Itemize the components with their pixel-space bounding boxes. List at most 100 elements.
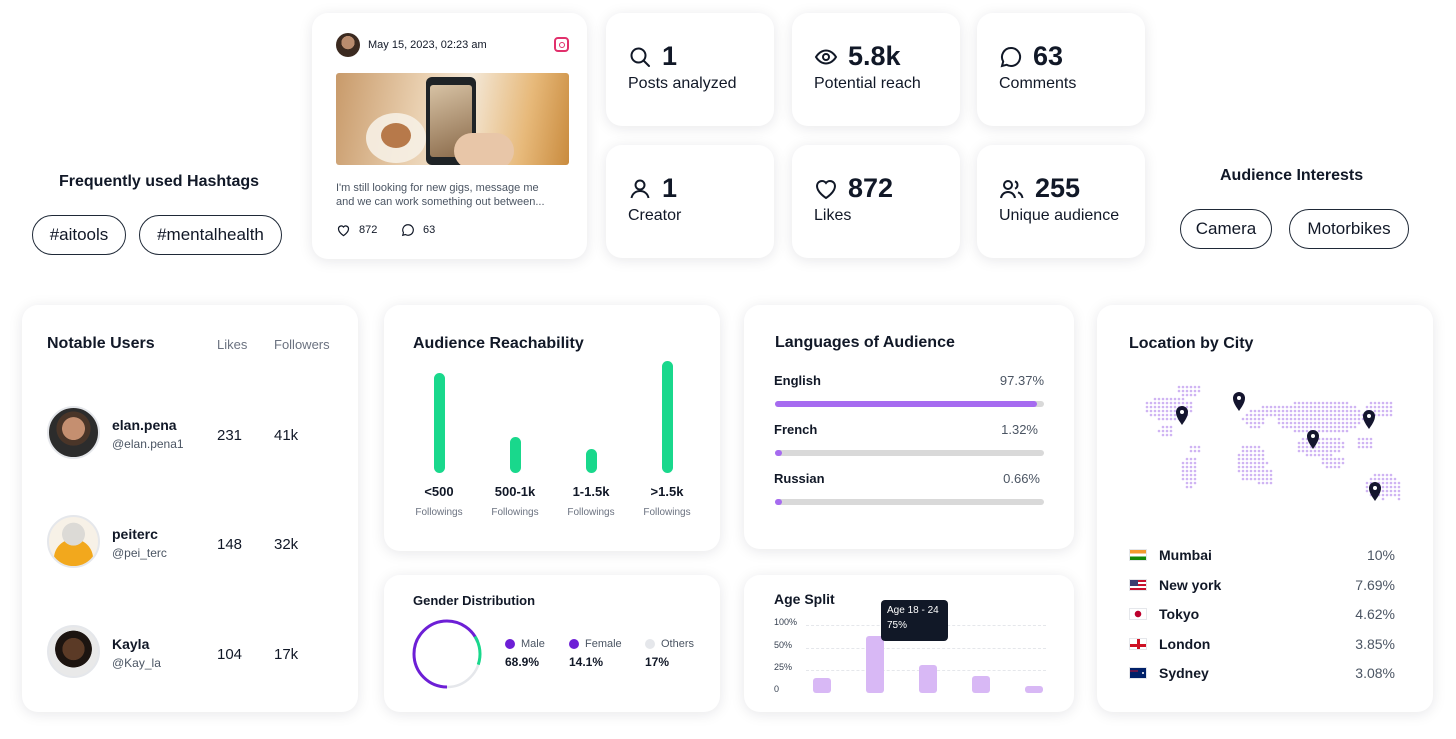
map-dot [1257,465,1261,469]
map-dot [1177,397,1181,401]
map-dot [1289,409,1293,413]
map-pin-icon [1369,482,1381,501]
stat-creator: 1 Creator [606,145,774,258]
map-dot [1317,413,1321,417]
map-dot [1389,485,1393,489]
map-dot [1349,425,1353,429]
map-dot [1185,473,1189,477]
map-dot [1365,405,1369,409]
map-dot [1265,469,1269,473]
map-dot [1277,405,1281,409]
hashtag-pill[interactable]: #aitools [32,215,126,255]
post-likes[interactable]: 872 [336,223,377,237]
map-dot [1377,401,1381,405]
reachability-bar[interactable] [662,361,673,473]
map-dot [1289,425,1293,429]
map-dot [1169,429,1173,433]
map-dot [1329,409,1333,413]
map-dot [1385,477,1389,481]
user-followers: 41k [274,427,299,444]
map-dot [1349,409,1353,413]
map-dot [1301,413,1305,417]
map-dot [1241,465,1245,469]
post-image[interactable] [336,73,569,165]
map-dot [1181,469,1185,473]
map-dot [1173,397,1177,401]
map-dot [1333,425,1337,429]
user-followers: 17k [274,646,299,663]
interest-pill[interactable]: Camera [1180,209,1272,249]
donut-slice-male [412,619,482,689]
map-dot [1321,405,1325,409]
post-card[interactable]: May 15, 2023, 02:23 am I'm still looking… [312,13,587,259]
map-dot [1193,457,1197,461]
map-dot [1369,401,1373,405]
map-dot [1349,405,1353,409]
age-bar[interactable] [972,676,990,693]
map-dot [1173,405,1177,409]
map-dot [1245,413,1249,417]
location-title: Location by City [1129,335,1254,352]
city-name: New york [1159,577,1222,593]
map-dot [1249,465,1253,469]
map-dot [1185,393,1189,397]
map-dot [1321,429,1325,433]
map-dot [1193,445,1197,449]
map-dot [1321,401,1325,405]
city-pct: 10% [1366,547,1395,563]
map-dot [1277,413,1281,417]
map-dot [1341,441,1345,445]
reachability-bar[interactable] [510,437,521,473]
language-pct: 97.37% [999,373,1044,388]
reachability-bar[interactable] [434,373,445,473]
user-row[interactable]: peiterc @pei_terc 148 32k [47,515,337,569]
map-dot [1193,473,1197,477]
user-row[interactable]: Kayla @Kay_la 104 17k [47,625,337,679]
map-dot [1241,417,1245,421]
gender-donut-chart[interactable] [411,618,483,690]
map-dot [1345,405,1349,409]
city-pct: 4.62% [1355,606,1395,622]
reachability-bar[interactable] [586,449,597,473]
map-dot [1381,485,1385,489]
interest-pill[interactable]: Motorbikes [1289,209,1409,249]
age-bar[interactable] [866,636,884,693]
post-text: I'm still looking for new gigs, message … [336,181,571,209]
map-dot [1317,421,1321,425]
map-dot [1265,477,1269,481]
map-dot [1185,401,1189,405]
map-dot [1237,453,1241,457]
age-bar[interactable] [919,665,937,693]
map-dot [1153,397,1157,401]
map-dot [1317,441,1321,445]
map-dot [1385,481,1389,485]
map-dot [1257,477,1261,481]
map-dot [1353,409,1357,413]
age-bar[interactable] [1025,686,1043,693]
map-dot [1249,473,1253,477]
users-icon [1000,179,1024,198]
map-dot [1157,429,1161,433]
map-dot [1381,401,1385,405]
post-comments[interactable]: 63 [401,223,435,237]
map-dot [1365,489,1369,493]
map-dot [1325,401,1329,405]
map-dot [1265,481,1269,485]
user-row[interactable]: elan.pena @elan.pena1 231 41k [47,406,337,460]
map-dot [1385,401,1389,405]
map-dot [1373,473,1377,477]
world-map[interactable] [1125,377,1415,527]
reachability-sublabel: Followings [567,507,615,518]
map-dot [1369,437,1373,441]
map-dot [1181,477,1185,481]
reachability-chart: <500 Followings 500-1k Followings 1-1.5k Foll… [384,305,720,551]
y-axis-tick: 25% [774,662,793,672]
user-handle: @pei_terc [112,546,167,560]
map-dot [1329,417,1333,421]
instagram-icon[interactable] [554,37,569,52]
map-dot [1169,405,1173,409]
languages-title: Languages of Audience [775,334,955,351]
hashtag-pill[interactable]: #mentalhealth [139,215,282,255]
map-dot [1353,421,1357,425]
age-bar[interactable] [813,678,831,693]
